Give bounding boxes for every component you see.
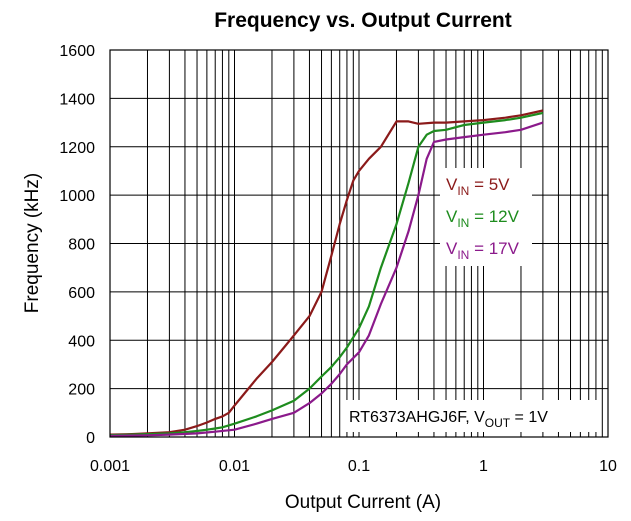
chart-title: Frequency vs. Output Current — [214, 9, 512, 32]
y-tick-label: 800 — [68, 237, 95, 254]
x-tick-label: 0.1 — [348, 458, 370, 475]
annotation-text: RT6373AHGJ6F, VOUT = 1V — [349, 409, 548, 430]
legend-entry: VIN = 5V — [446, 175, 510, 198]
series-line — [109, 109, 544, 436]
legend-background — [440, 168, 532, 266]
y-tick-label: 1200 — [59, 140, 95, 157]
series-lines — [109, 109, 544, 437]
legend: VIN = 5V VIN = 12V VIN = 17V — [440, 168, 532, 266]
y-axis-label: Frequency (kHz) — [22, 173, 43, 313]
x-tick-label: 0.01 — [219, 458, 250, 475]
x-axis-label: Output Current (A) — [285, 492, 441, 513]
x-tick-label: 1 — [479, 458, 488, 475]
legend-entry: VIN = 12V — [446, 207, 520, 230]
y-tick-label: 600 — [68, 285, 95, 302]
x-tick-labels: 0.001 0.01 0.1 1 10 — [90, 458, 617, 475]
annotation-box — [342, 400, 600, 432]
annotation-tail: = 1V — [510, 409, 548, 426]
series-line — [109, 111, 544, 437]
x-tick-label: 0.001 — [90, 458, 130, 475]
device-annotation: RT6373AHGJ6F, VOUT = 1V — [342, 400, 600, 432]
y-tick-label: 400 — [68, 333, 95, 350]
y-tick-label: 1600 — [59, 43, 95, 60]
annotation-sub: OUT — [485, 416, 511, 430]
y-tick-label: 1400 — [59, 91, 95, 108]
annotation-main: RT6373AHGJ6F, V — [349, 409, 485, 426]
x-tick-label: 10 — [599, 458, 617, 475]
series-line — [109, 121, 544, 437]
legend-entry: VIN = 17V — [446, 239, 520, 262]
plot-frame — [109, 49, 609, 438]
y-tick-label: 200 — [68, 382, 95, 399]
y-tick-labels: 0 200 400 600 800 1000 1200 1400 1600 — [59, 43, 95, 447]
y-tick-label: 0 — [86, 430, 95, 447]
y-tick-label: 1000 — [59, 188, 95, 205]
